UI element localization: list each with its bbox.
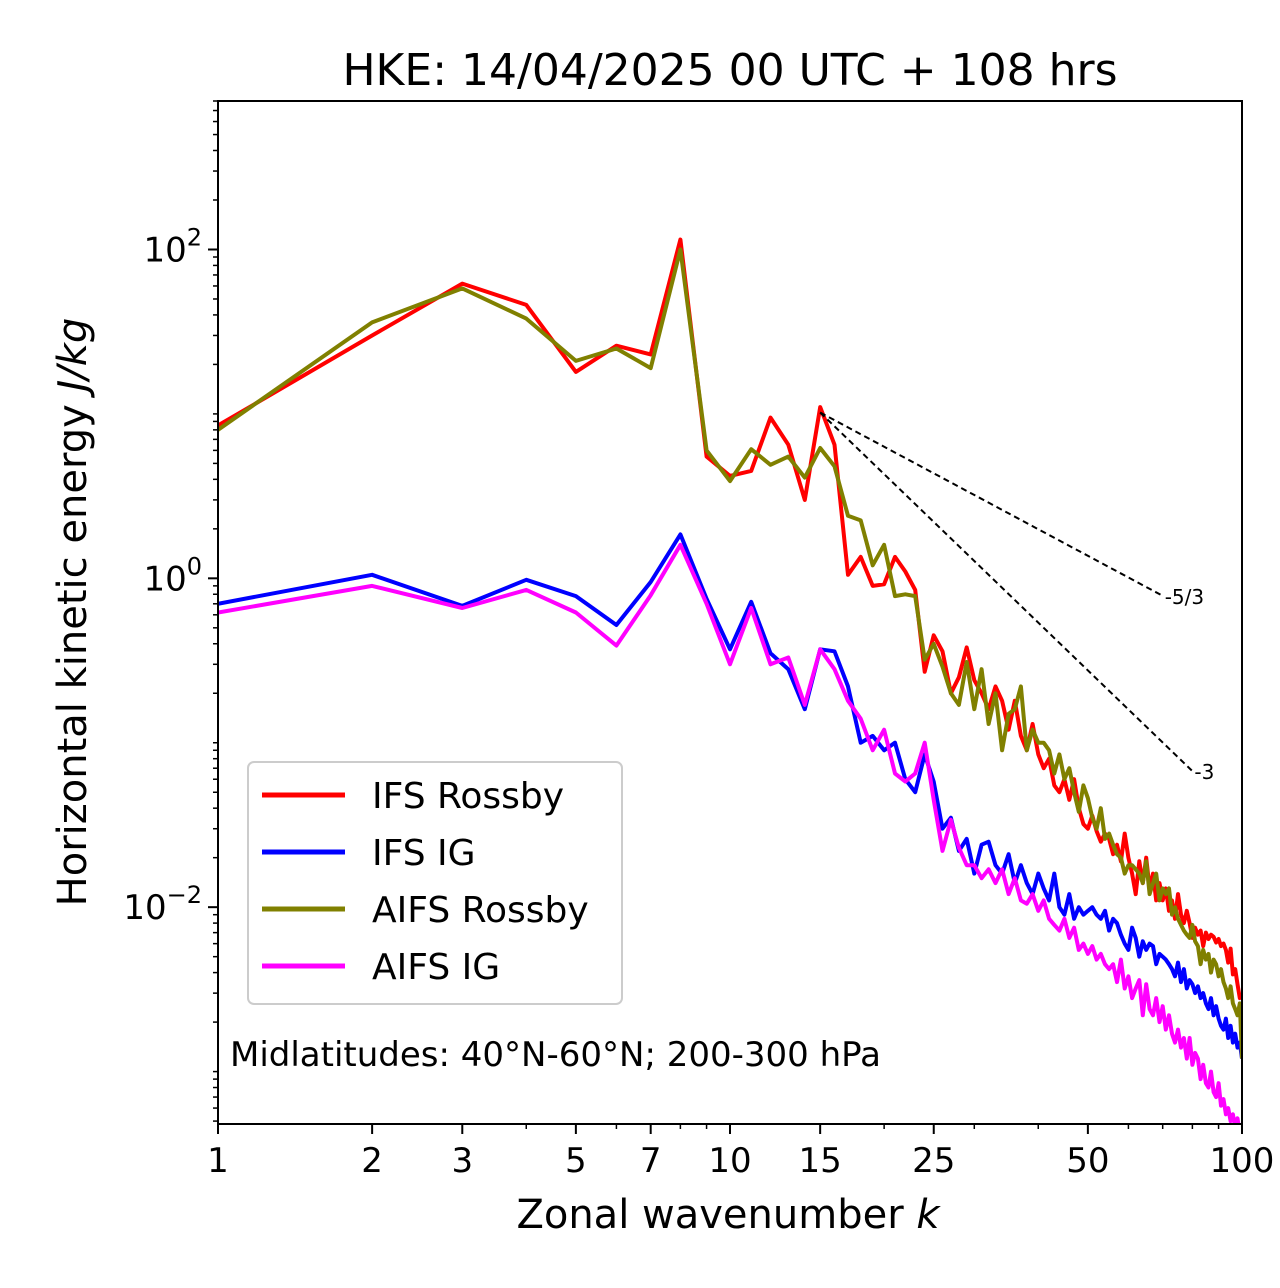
- series-line-ifs-rossby: [218, 237, 1242, 1001]
- y-axis-label: Horizontal kinetic energy J/kg: [50, 318, 96, 907]
- legend-entries: IFS Rossby IFS IG AIFS Rossby AIFS IG: [262, 776, 589, 988]
- x-axis: 1 2 3 5 7 10 15 25 50 100: [207, 1124, 1274, 1181]
- x-tick-label: 15: [799, 1141, 842, 1181]
- y-axis: 102 100 10−2: [123, 100, 218, 1122]
- x-tick-label: 7: [640, 1141, 662, 1181]
- series-line-aifs-ig: [218, 542, 1241, 1124]
- reference-slope-lines: -5/3 -3: [819, 411, 1214, 784]
- x-tick-label: 10: [708, 1141, 751, 1181]
- series-line-ifs-ig: [218, 532, 1242, 1059]
- x-tick-label: 2: [361, 1141, 383, 1181]
- reference-line-2: [819, 411, 1194, 772]
- series-line-aifs-rossby: [218, 247, 1242, 1059]
- series-layer: [218, 237, 1242, 1124]
- region-annotation: Midlatitudes: 40°N-60°N; 200-300 hPa: [230, 1035, 881, 1075]
- reference-line-label: -5/3: [1165, 585, 1204, 609]
- legend-box: [247, 761, 623, 1005]
- y-tick-label: 100: [143, 552, 202, 599]
- legend: IFS Rossby IFS IG AIFS Rossby AIFS IG: [247, 761, 623, 1005]
- reference-line-label: -3: [1194, 760, 1214, 784]
- x-tick-label: 100: [1210, 1141, 1275, 1181]
- y-tick-label: 102: [143, 223, 202, 270]
- x-tick-label: 50: [1066, 1141, 1109, 1181]
- x-tick-label: 3: [451, 1141, 473, 1181]
- legend-label: AIFS IG: [372, 947, 500, 988]
- x-axis-label: Zonal wavenumber k: [516, 1192, 941, 1238]
- legend-label: IFS IG: [372, 833, 476, 874]
- reference-line-1: [819, 411, 1164, 597]
- legend-label: AIFS Rossby: [372, 890, 589, 931]
- x-tick-label: 5: [565, 1141, 587, 1181]
- y-tick-label: 10−2: [123, 881, 202, 928]
- x-tick-label: 1: [207, 1141, 229, 1181]
- chart-title: HKE: 14/04/2025 00 UTC + 108 hrs: [342, 45, 1117, 96]
- legend-label: IFS Rossby: [372, 776, 564, 817]
- x-tick-label: 25: [912, 1141, 955, 1181]
